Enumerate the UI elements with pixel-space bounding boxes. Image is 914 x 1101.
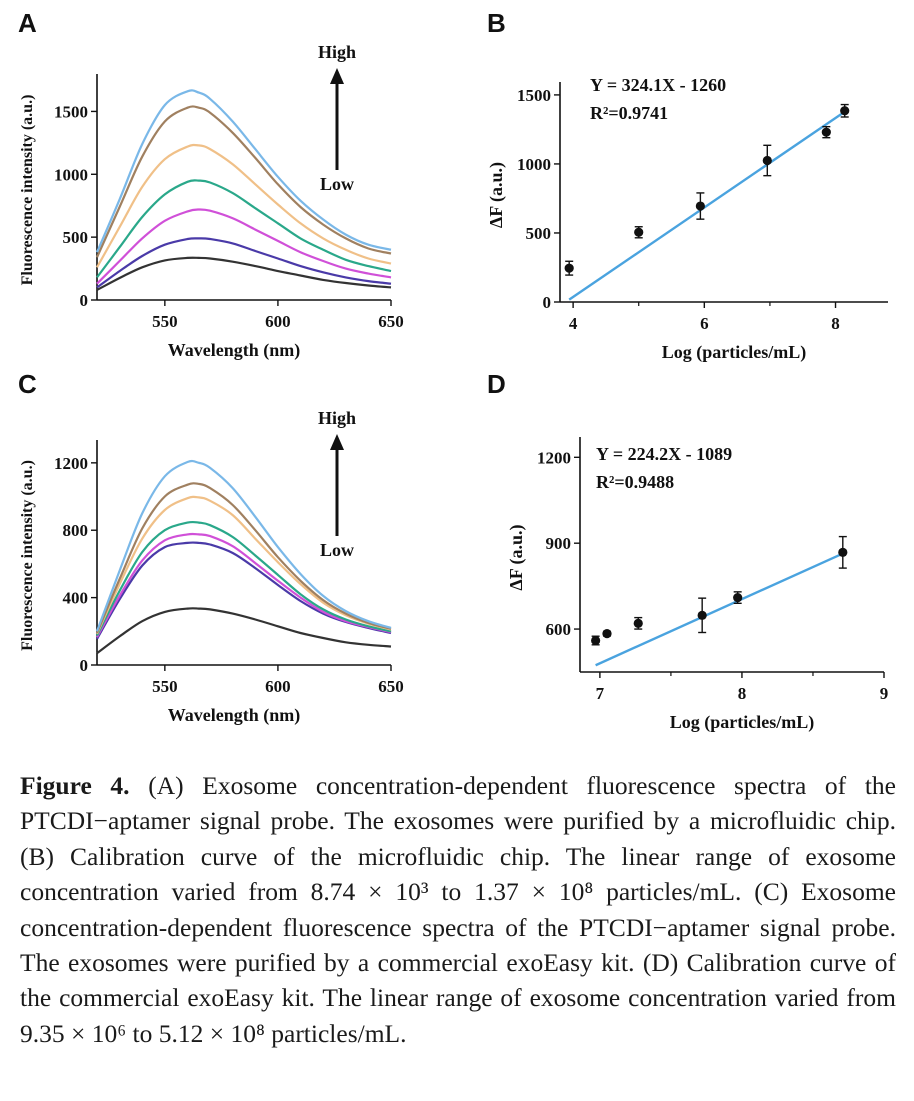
spectrum-line: [96, 208, 392, 285]
y-tick-label: 600: [546, 620, 572, 639]
panel-letter: B: [487, 8, 506, 38]
x-axis-label: Log (particles/mL): [662, 342, 806, 363]
data-point: [838, 547, 848, 557]
spectrum-line: [96, 495, 392, 635]
x-tick-label: 650: [378, 312, 404, 331]
spectrum-line: [96, 607, 392, 655]
x-tick-label: 550: [152, 677, 178, 696]
spectrum-line: [96, 520, 392, 637]
panel-d: D 600 900 1200 7 8 9 Log (particles/mL) ΔF (a.u.…: [487, 369, 888, 733]
y-tick-label: 900: [546, 534, 572, 553]
y-axis-label: ΔF (a.u.): [506, 524, 527, 590]
data-point: [821, 127, 831, 137]
spectrum-line: [95, 89, 392, 253]
y-tick-label: 1000: [54, 165, 88, 184]
x-tick-label: 550: [152, 312, 178, 331]
arrow-label-high: High: [318, 42, 356, 62]
arrow-label-low: Low: [320, 174, 354, 194]
panel-letter: D: [487, 369, 506, 399]
x-tick-label: 8: [831, 314, 840, 333]
data-point: [697, 610, 707, 620]
data-point: [695, 201, 705, 211]
data-point: [591, 635, 601, 646]
r-squared: R²=0.9741: [590, 103, 668, 123]
fit-line: [568, 110, 846, 301]
x-tick-label: 600: [265, 312, 291, 331]
spectrum-line: [96, 532, 392, 638]
y-tick-label: 1200: [537, 448, 571, 467]
y-tick-label: 800: [63, 521, 89, 540]
spectrum-line: [95, 105, 392, 258]
fit-equation: Y = 224.2X - 1089: [596, 444, 732, 464]
panel-letter: A: [18, 8, 37, 38]
fit-line: [595, 552, 844, 667]
y-tick-label: 0: [543, 293, 552, 312]
x-axis-label: Wavelength (nm): [168, 705, 301, 726]
spectrum-line: [96, 143, 392, 268]
y-tick-label: 1500: [517, 86, 551, 105]
arrow-label-high: High: [318, 408, 356, 428]
y-axis-label: Fluorescence intensity (a.u.): [19, 460, 36, 651]
spectrum-line: [96, 256, 392, 291]
data-point: [840, 106, 850, 116]
x-tick-label: 7: [596, 684, 605, 703]
y-tick-label: 400: [63, 589, 89, 608]
arrow-head: [330, 434, 344, 450]
x-tick-label: 600: [265, 677, 291, 696]
caption-text: (A) Exosome concentration-dependent fluo…: [20, 771, 896, 1048]
y-tick-label: 1200: [54, 454, 88, 473]
x-tick-label: 650: [378, 677, 404, 696]
y-tick-label: 1500: [54, 102, 88, 121]
data-point: [602, 629, 612, 639]
x-tick-label: 6: [700, 314, 709, 333]
data-point: [633, 618, 643, 628]
y-tick-label: 500: [526, 224, 552, 243]
r-squared: R²=0.9488: [596, 472, 674, 492]
panel-c: C 0 400 800 1200 550 600 650 Wavelength (nm) Fluo…: [18, 369, 404, 726]
x-tick-label: 4: [569, 314, 578, 333]
panel-b: B 0 500 1000 1500 4 6 8 Log (particles/mL) ΔF (a.…: [486, 8, 888, 363]
spectrum-line: [95, 459, 392, 632]
arrow-label-low: Low: [320, 540, 354, 560]
x-tick-label: 9: [880, 684, 889, 703]
spectrum-line: [96, 237, 392, 289]
panel-letter: C: [18, 369, 37, 399]
x-axis-label: Wavelength (nm): [168, 340, 301, 361]
figure-caption: Figure 4. (A) Exosome concentration-depe…: [20, 768, 896, 1051]
caption-label: Figure 4.: [20, 771, 130, 800]
data-point: [762, 155, 772, 166]
arrow-head: [330, 68, 344, 84]
y-tick-label: 0: [80, 656, 89, 675]
data-point: [733, 592, 743, 603]
panel-a: A 0 500 1000 1500 550 600 650 Wavelength (nm) Flu…: [18, 8, 404, 361]
x-tick-label: 8: [738, 684, 747, 703]
y-tick-label: 500: [63, 228, 89, 247]
data-point: [564, 263, 574, 273]
spectrum-line: [96, 179, 392, 279]
x-axis-label: Log (particles/mL): [670, 712, 814, 733]
data-point: [634, 227, 644, 237]
y-tick-label: 1000: [517, 155, 551, 174]
spectrum-line: [95, 482, 392, 634]
y-tick-label: 0: [80, 291, 89, 310]
y-axis-label: Fluorescence intensity (a.u.): [19, 95, 36, 286]
fit-equation: Y = 324.1X - 1260: [590, 75, 726, 95]
y-axis-label: ΔF (a.u.): [486, 162, 507, 228]
